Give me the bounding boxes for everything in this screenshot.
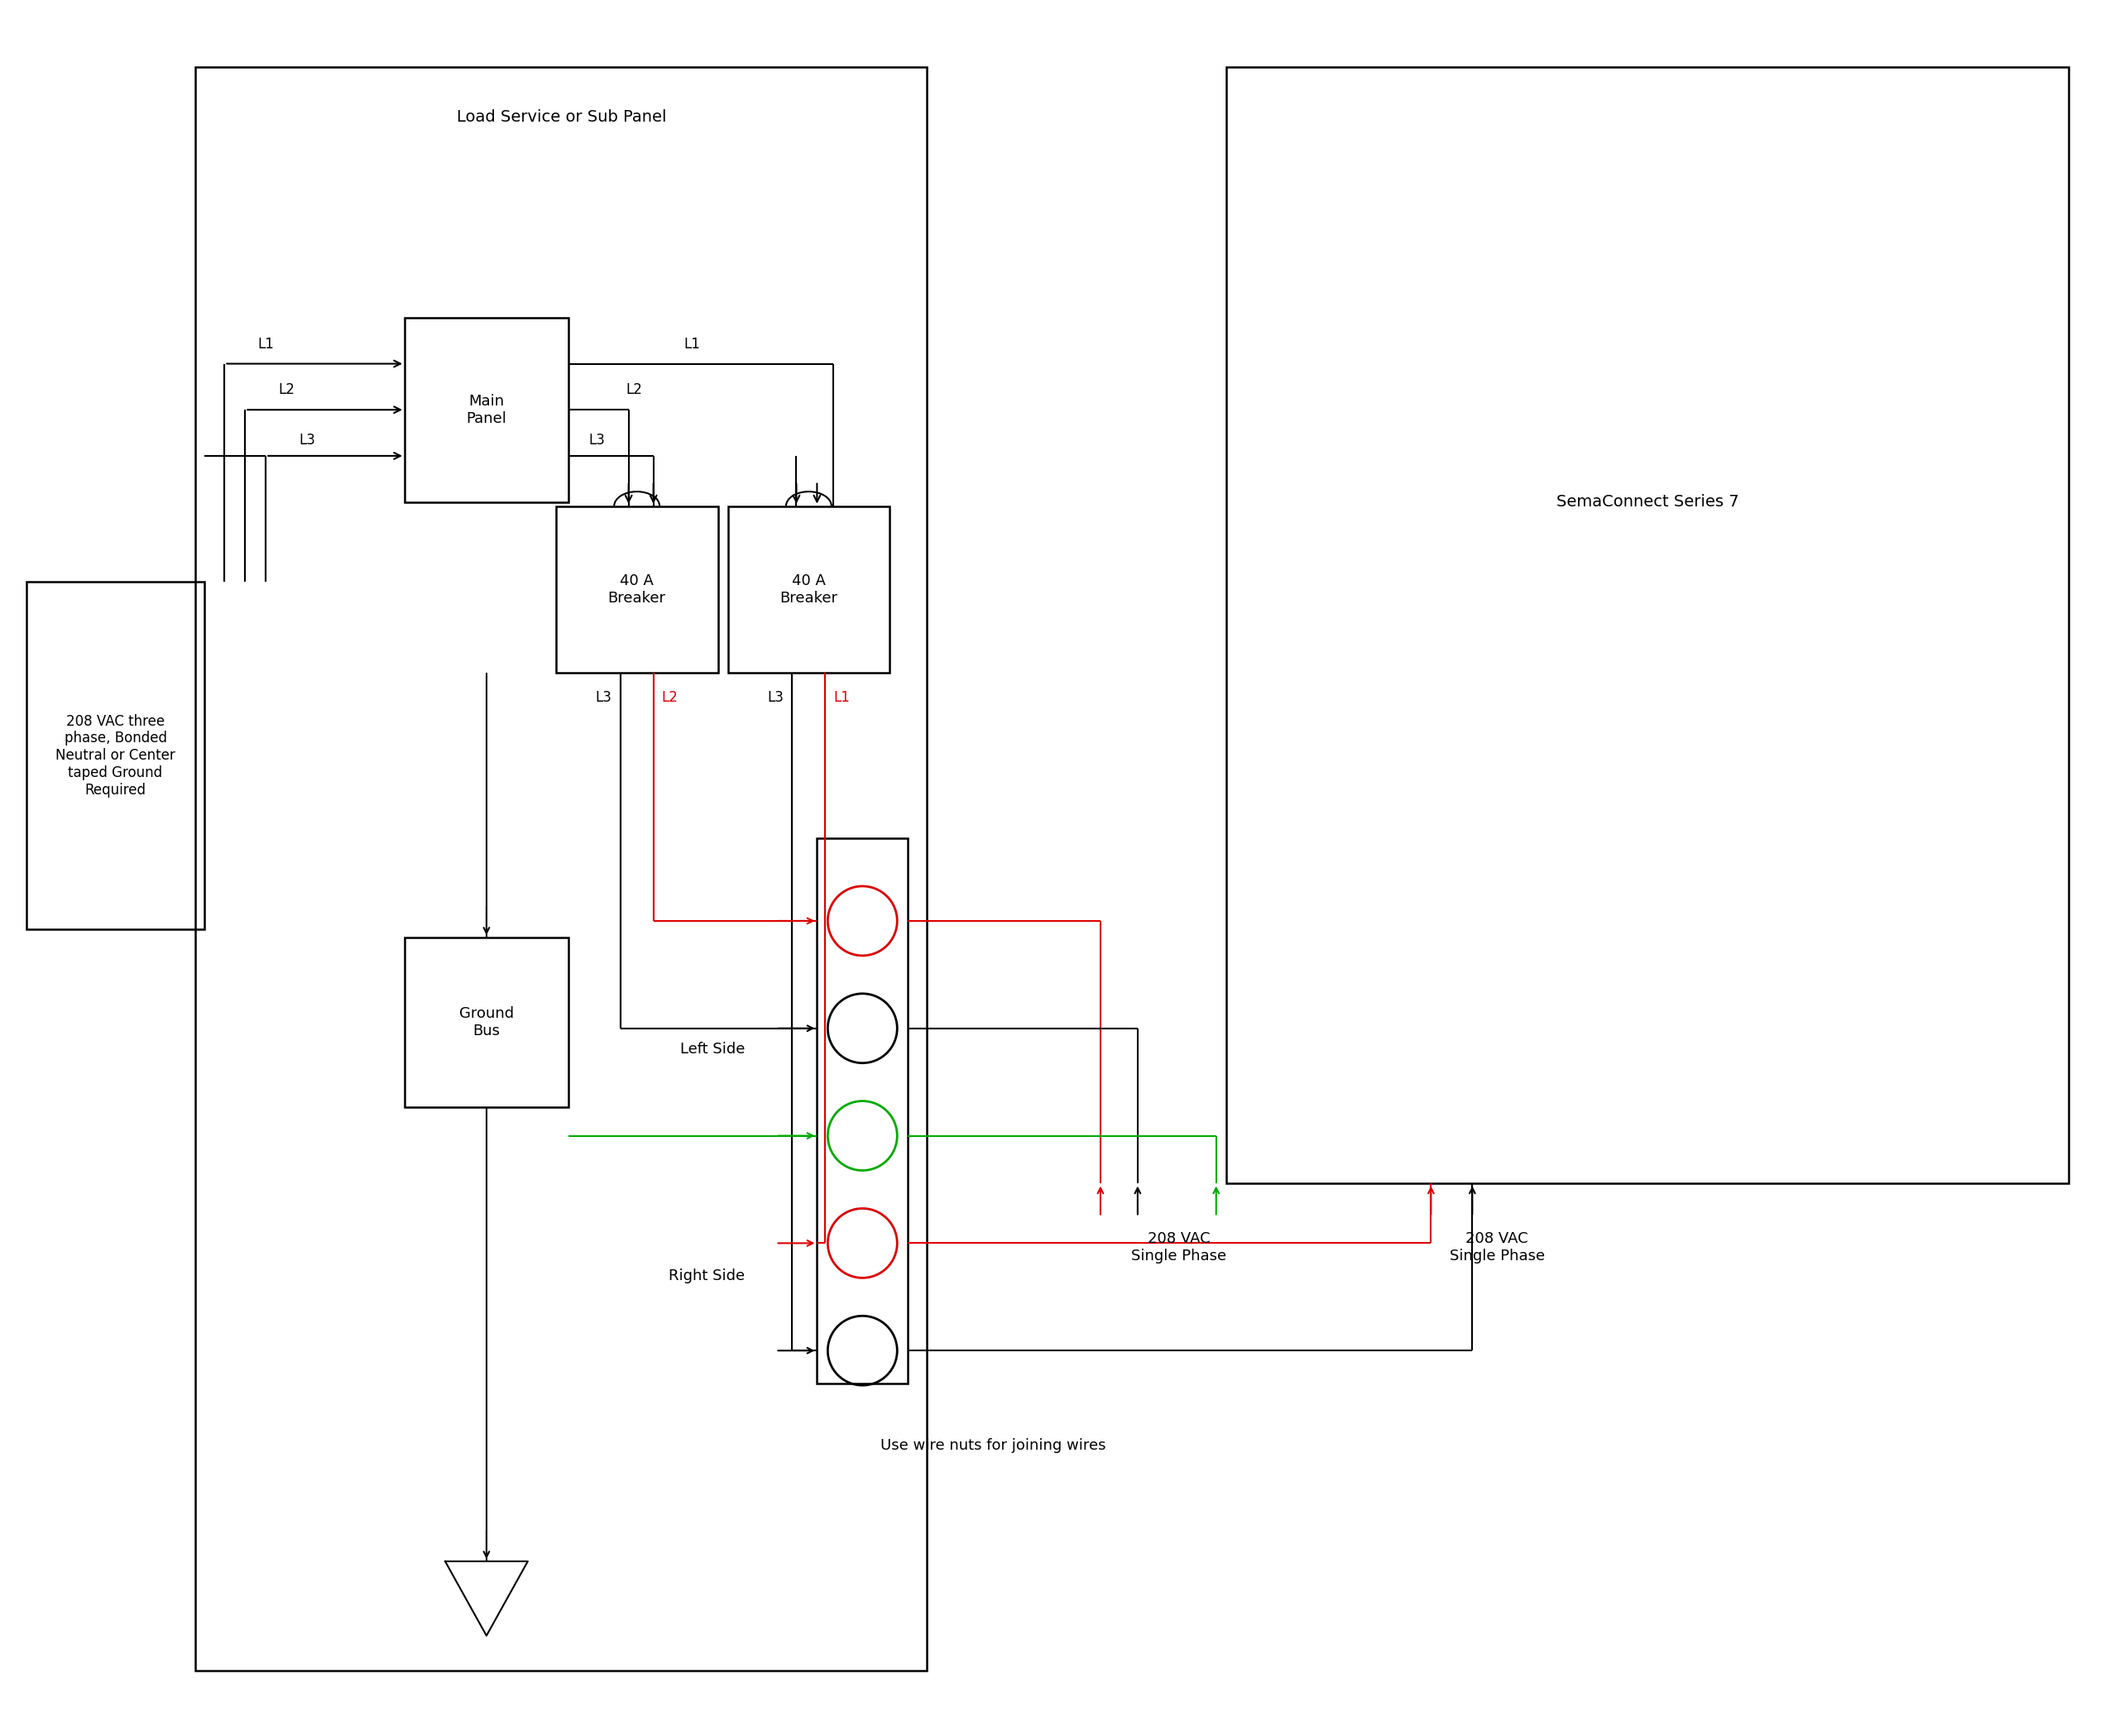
- Text: Load Service or Sub Panel: Load Service or Sub Panel: [456, 109, 667, 125]
- Bar: [25, 582, 205, 929]
- Text: 208 VAC three
phase, Bonded
Neutral or Center
taped Ground
Required: 208 VAC three phase, Bonded Neutral or C…: [55, 713, 175, 797]
- Text: L2: L2: [663, 691, 677, 705]
- Text: Ground
Bus: Ground Bus: [460, 1007, 515, 1038]
- Text: Right Side: Right Side: [669, 1269, 745, 1283]
- Text: 208 VAC
Single Phase: 208 VAC Single Phase: [1131, 1231, 1226, 1264]
- Bar: [728, 507, 890, 674]
- Bar: [196, 68, 926, 1670]
- Text: L2: L2: [279, 382, 295, 398]
- Text: L1: L1: [684, 337, 701, 351]
- Bar: [405, 318, 568, 502]
- Text: 40 A
Breaker: 40 A Breaker: [608, 573, 667, 606]
- Bar: [817, 838, 907, 1384]
- Text: SemaConnect Series 7: SemaConnect Series 7: [1557, 493, 1739, 509]
- Text: L3: L3: [300, 432, 314, 448]
- Text: L2: L2: [627, 382, 644, 398]
- Text: 40 A
Breaker: 40 A Breaker: [781, 573, 838, 606]
- Text: L3: L3: [595, 691, 612, 705]
- Text: Main
Panel: Main Panel: [466, 394, 506, 425]
- Bar: [1226, 68, 2070, 1184]
- Text: L1: L1: [833, 691, 850, 705]
- Text: Left Side: Left Side: [679, 1042, 745, 1057]
- Text: L1: L1: [257, 337, 274, 351]
- Bar: [405, 937, 568, 1108]
- Text: L3: L3: [768, 691, 785, 705]
- Text: 208 VAC
Single Phase: 208 VAC Single Phase: [1450, 1231, 1545, 1264]
- Text: Use wire nuts for joining wires: Use wire nuts for joining wires: [880, 1437, 1106, 1453]
- Bar: [555, 507, 717, 674]
- Text: L3: L3: [589, 432, 606, 448]
